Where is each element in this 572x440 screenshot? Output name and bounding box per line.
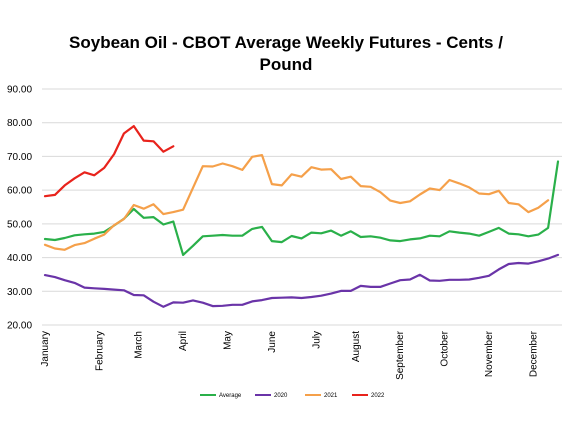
series-line-2021 <box>43 154 550 251</box>
legend: Average 2020 2021 2022 <box>200 393 385 399</box>
legend-label: 2021 <box>324 393 338 399</box>
y-tick-label: 60.00 <box>7 186 32 197</box>
y-tick-label: 80.00 <box>7 118 32 129</box>
series-line-2022 <box>43 125 175 198</box>
x-month-label: September <box>395 330 406 380</box>
x-month-label: March <box>134 331 145 359</box>
x-month-label: April <box>178 331 189 351</box>
y-tick-label: 30.00 <box>7 287 32 298</box>
y-tick-label: 70.00 <box>7 152 32 163</box>
y-tick-label: 40.00 <box>7 253 32 264</box>
x-month-label: July <box>311 331 322 349</box>
x-axis: January February March April May June July Augu… <box>40 330 539 380</box>
chart-title-line-2: Pound <box>260 55 313 74</box>
x-month-label: August <box>351 331 362 362</box>
x-month-label: January <box>40 331 51 367</box>
chart-title-line-1: Soybean Oil - CBOT Average Weekly Future… <box>69 33 503 52</box>
x-month-label: December <box>528 330 539 377</box>
series-line-2020 <box>43 253 560 308</box>
legend-label: Average <box>219 393 242 399</box>
x-month-label: November <box>484 330 495 377</box>
y-tick-label: 50.00 <box>7 219 32 230</box>
x-month-label: June <box>267 331 278 353</box>
y-tick-label: 20.00 <box>7 321 32 332</box>
x-month-label: February <box>94 331 105 371</box>
legend-label: 2020 <box>274 393 288 399</box>
y-tick-label: 90.00 <box>7 85 32 96</box>
x-month-label: May <box>223 331 234 350</box>
legend-label: 2022 <box>371 393 385 399</box>
y-axis: 20.00 30.00 40.00 50.00 60.00 70.00 80.00 90.00 <box>7 85 32 332</box>
series-lines <box>43 125 560 308</box>
grid-lines <box>42 88 562 326</box>
series-line-average <box>43 160 560 256</box>
x-month-label: October <box>440 330 451 366</box>
